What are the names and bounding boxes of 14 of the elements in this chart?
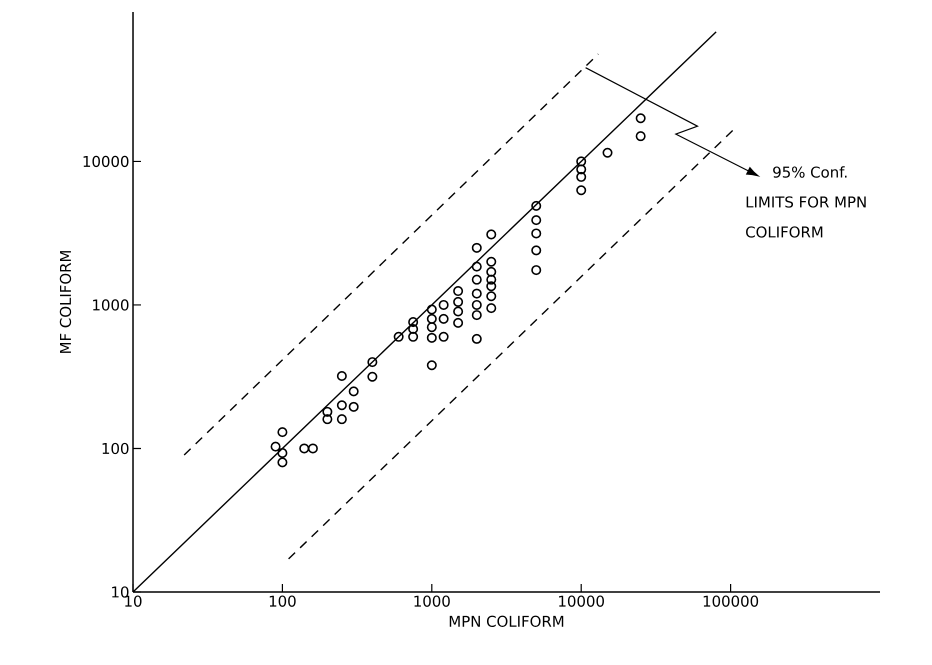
y-tick-label: 100 bbox=[102, 442, 128, 454]
x-tick-label: 100 bbox=[270, 596, 296, 607]
annotation: LIMITS FOR MPN bbox=[746, 196, 866, 208]
annotation: 95% Conf. bbox=[773, 166, 847, 178]
x-tick-label: 100000 bbox=[704, 596, 758, 607]
y-tick-label: 1000 bbox=[93, 299, 128, 311]
x-tick-label: 10 bbox=[125, 596, 142, 607]
y-tick-label: 10 bbox=[112, 586, 128, 598]
x-axis-title: MPN COLIFORM bbox=[450, 616, 564, 627]
x-tick-label: 1000 bbox=[414, 596, 450, 607]
annotation: COLIFORM bbox=[746, 226, 822, 238]
x-tick-label: 10000 bbox=[559, 596, 604, 607]
y-axis-title: MF COLIFORM bbox=[60, 251, 72, 353]
y-tick-label: 10000 bbox=[84, 156, 128, 168]
